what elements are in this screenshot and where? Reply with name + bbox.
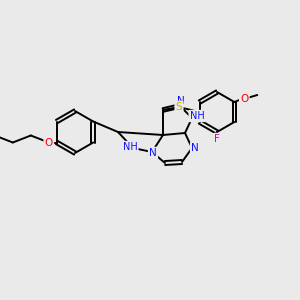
Text: N: N — [191, 143, 199, 153]
Text: N: N — [149, 148, 157, 158]
Text: S: S — [176, 102, 182, 112]
Text: O: O — [45, 137, 53, 148]
Text: F: F — [214, 134, 220, 144]
Text: NH: NH — [190, 111, 204, 121]
Text: N: N — [177, 96, 185, 106]
Text: NH: NH — [123, 142, 137, 152]
Text: O: O — [240, 94, 248, 104]
